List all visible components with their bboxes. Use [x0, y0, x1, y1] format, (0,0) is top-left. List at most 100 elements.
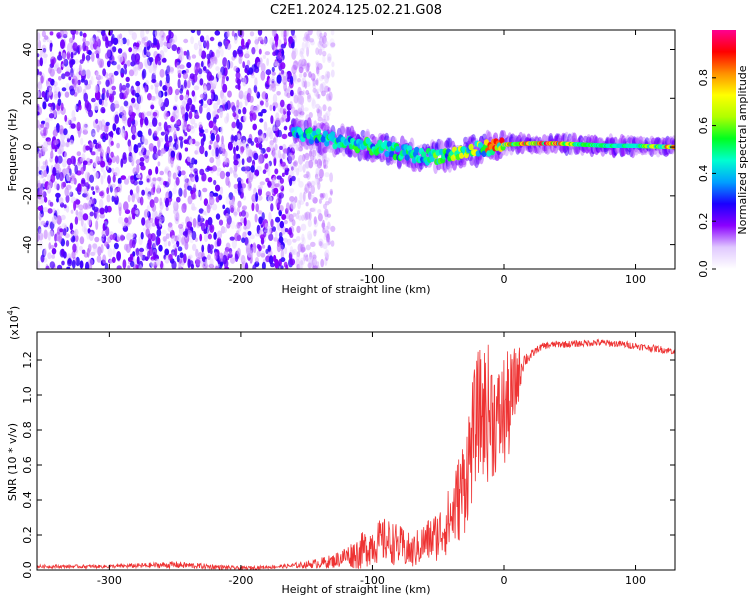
- noise-cell: [302, 164, 306, 173]
- noise-cell: [194, 141, 200, 147]
- noise-cell: [146, 178, 150, 183]
- noise-cell: [288, 251, 293, 261]
- noise-cell: [113, 242, 119, 250]
- noise-cell: [275, 38, 278, 48]
- noise-cell: [60, 39, 65, 50]
- noise-cell: [201, 244, 205, 253]
- y-tick-label: 1.2: [21, 351, 34, 369]
- noise-cell: [322, 227, 326, 234]
- noise-cell: [219, 170, 226, 180]
- noise-cell: [286, 103, 292, 111]
- noise-cell: [200, 98, 204, 107]
- noise-cell: [242, 61, 246, 69]
- noise-cell: [66, 172, 71, 182]
- noise-cell: [321, 192, 326, 198]
- noise-cell: [312, 77, 316, 83]
- noise-cell: [64, 187, 69, 197]
- noise-cell: [135, 174, 142, 179]
- noise-cell: [231, 121, 237, 129]
- colorbar-tick-label: 0.2: [697, 212, 710, 230]
- noise-cell: [322, 50, 327, 57]
- noise-cell: [215, 134, 220, 143]
- noise-cell: [318, 48, 323, 56]
- noise-cell: [164, 181, 170, 188]
- y-tick-label: 0.2: [21, 526, 34, 544]
- noise-cell: [165, 191, 170, 200]
- noise-cell: [322, 38, 327, 43]
- noise-cell: [290, 89, 294, 97]
- noise-cell: [84, 100, 90, 109]
- noise-cell: [222, 226, 227, 234]
- noise-cell: [208, 120, 214, 129]
- colorbar-tick-label: 0.8: [697, 69, 710, 87]
- noise-cell: [87, 201, 91, 209]
- noise-cell: [135, 42, 140, 49]
- noise-cell: [315, 103, 321, 109]
- noise-cell: [139, 157, 145, 162]
- noise-cell: [309, 194, 315, 201]
- noise-cell: [295, 212, 299, 220]
- noise-cell: [170, 158, 174, 168]
- noise-cell: [303, 212, 308, 221]
- noise-cell: [308, 258, 313, 264]
- noise-cell: [173, 201, 178, 210]
- noise-cell: [211, 110, 217, 118]
- noise-cell: [148, 243, 152, 250]
- y-tick-label: -40: [21, 236, 34, 254]
- noise-cell: [94, 236, 100, 243]
- noise-cell: [98, 98, 103, 105]
- noise-cell: [84, 79, 89, 86]
- noise-cell: [105, 38, 110, 49]
- noise-cell: [287, 230, 292, 235]
- noise-cell: [261, 91, 267, 100]
- noise-cell: [293, 109, 299, 117]
- noise-cell: [325, 157, 330, 163]
- noise-cell: [208, 263, 214, 269]
- noise-cell: [84, 123, 88, 128]
- noise-cell: [202, 210, 207, 215]
- noise-cell: [256, 244, 261, 249]
- noise-cell: [271, 66, 275, 73]
- noise-cell: [68, 76, 72, 81]
- noise-cell: [188, 55, 191, 61]
- noise-cell: [253, 246, 257, 254]
- noise-cell: [295, 258, 301, 269]
- noise-cell: [130, 260, 135, 268]
- noise-cell: [248, 67, 254, 75]
- noise-cell: [99, 198, 104, 209]
- noise-cell: [237, 247, 241, 257]
- noise-cell: [178, 152, 182, 161]
- noise-cell: [42, 53, 48, 58]
- noise-cell: [132, 89, 136, 96]
- noise-cell: [48, 66, 52, 74]
- noise-cell: [124, 217, 129, 224]
- noise-cell: [37, 199, 42, 205]
- noise-cell: [298, 263, 303, 269]
- noise-cell: [198, 121, 203, 128]
- noise-cell: [67, 45, 71, 54]
- noise-cell: [91, 128, 96, 138]
- noise-cell: [46, 184, 52, 194]
- noise-cell: [234, 253, 239, 262]
- noise-cell: [121, 84, 127, 91]
- noise-cell: [304, 152, 310, 159]
- noise-cell: [199, 78, 204, 86]
- noise-cell: [40, 165, 46, 170]
- noise-cell: [304, 152, 310, 161]
- noise-cell: [213, 116, 217, 124]
- noise-cell: [226, 112, 230, 123]
- noise-cell: [302, 80, 306, 88]
- noise-cell: [269, 131, 274, 140]
- noise-cell: [274, 183, 281, 188]
- noise-cell: [63, 204, 67, 209]
- noise-cell: [107, 247, 113, 258]
- noise-cell: [297, 107, 303, 115]
- noise-cell: [88, 258, 94, 266]
- noise-cell: [233, 153, 238, 163]
- noise-cell: [96, 30, 103, 33]
- noise-cell: [54, 233, 58, 242]
- noise-cell: [111, 256, 116, 263]
- noise-cell: [315, 265, 320, 269]
- noise-cell: [156, 228, 162, 237]
- noise-cell: [52, 208, 56, 214]
